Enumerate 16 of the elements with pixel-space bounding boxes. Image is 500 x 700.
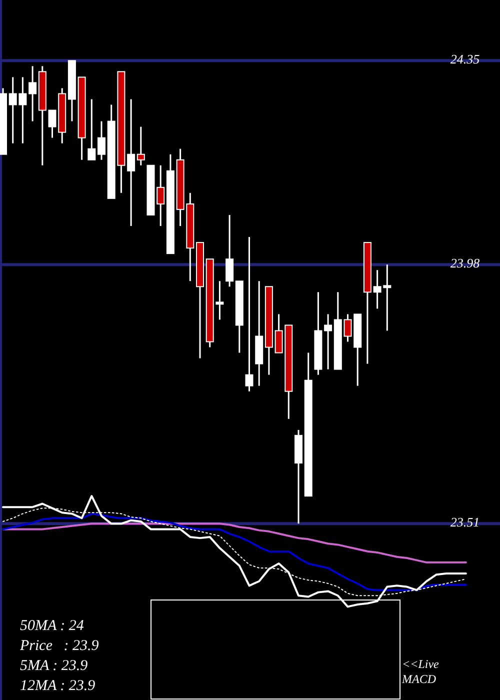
y-tick-label: 23.98	[450, 256, 480, 271]
annotation: 5MA : 23.9	[20, 658, 88, 674]
annotation: 50MA : 24	[20, 618, 84, 634]
y-tick-label: 23.51	[450, 514, 480, 530]
text: <<Live MACD	[401, 657, 440, 686]
y-tick-label: 24.35	[450, 52, 480, 67]
candlestick	[127, 98, 136, 227]
annotation: Price : 23.9	[19, 638, 100, 654]
candlestick	[28, 65, 37, 122]
candlestick	[324, 313, 332, 370]
candlestick	[226, 214, 234, 288]
annotation: 12MA : 23.9	[20, 678, 96, 694]
candlestick	[136, 126, 145, 166]
candlestick	[88, 98, 96, 161]
candlestick	[98, 120, 106, 161]
candlestick	[245, 236, 254, 392]
